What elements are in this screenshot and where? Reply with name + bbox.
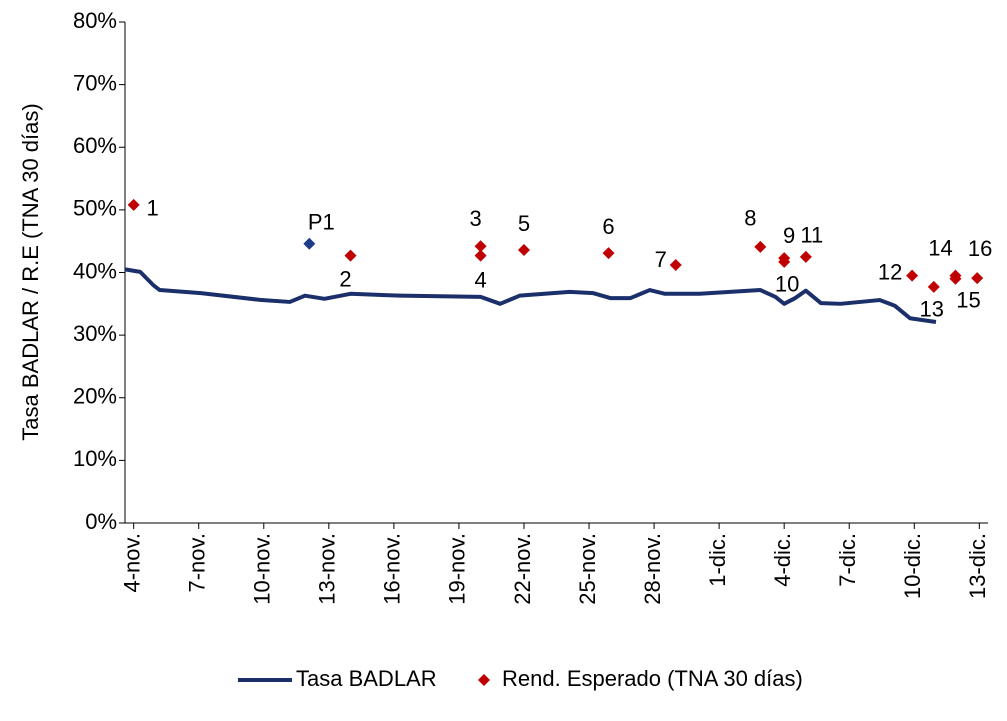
- scatter-point: [669, 258, 682, 271]
- x-tick-label: 19-nov.: [445, 533, 470, 605]
- point-label: P1: [308, 210, 335, 235]
- point-label: 11: [800, 223, 823, 248]
- y-tick-label: 0%: [85, 509, 117, 534]
- scatter-point: [927, 280, 940, 293]
- point-label: 12: [878, 259, 902, 284]
- point-label: 10: [775, 272, 799, 297]
- scatter-point: [517, 243, 530, 256]
- legend-label: Tasa BADLAR: [296, 666, 437, 691]
- scatter-point: [799, 250, 812, 263]
- scatter-point: [303, 237, 316, 250]
- y-tick-label: 80%: [73, 8, 117, 33]
- point-label: 4: [474, 267, 486, 292]
- x-tick-label: 13-nov.: [315, 533, 340, 605]
- x-tick-label: 7-dic.: [835, 533, 860, 587]
- x-tick-label: 25-nov.: [575, 533, 600, 605]
- point-label: 2: [339, 266, 351, 291]
- scatter-point: [971, 272, 984, 285]
- x-tick-label: 4-nov.: [119, 533, 144, 593]
- x-tick-label: 7-nov.: [185, 533, 210, 593]
- legend-marker: [478, 674, 490, 686]
- point-label: 8: [744, 206, 756, 231]
- y-tick-label: 40%: [73, 258, 117, 283]
- scatter-point: [474, 249, 487, 262]
- badlar-line: [124, 267, 937, 324]
- x-tick-label: 16-nov.: [380, 533, 405, 605]
- scatter-point: [344, 249, 357, 262]
- point-label: 9: [783, 223, 795, 248]
- scatter-point: [949, 272, 962, 285]
- x-tick-label: 28-nov.: [640, 533, 665, 605]
- point-label: 7: [655, 247, 667, 272]
- legend-label: Rend. Esperado (TNA 30 días): [502, 666, 803, 691]
- scatter-point: [778, 255, 791, 268]
- point-label: 1: [147, 196, 159, 221]
- y-axis-label: Tasa BADLAR / R.E (TNA 30 días): [18, 103, 43, 440]
- scatter-point: [602, 247, 615, 260]
- x-tick-label: 22-nov.: [510, 533, 535, 605]
- scatter-point: [906, 269, 919, 282]
- scatter-point: [474, 240, 487, 253]
- y-tick-label: 60%: [73, 133, 117, 158]
- point-label: 15: [956, 288, 980, 313]
- x-tick-label: 1-dic.: [705, 533, 730, 587]
- point-label: 16: [968, 236, 992, 261]
- y-tick-label: 70%: [73, 70, 117, 95]
- x-tick-label: 4-dic.: [770, 533, 795, 587]
- y-tick-label: 20%: [73, 384, 117, 409]
- point-label: 6: [602, 214, 614, 239]
- y-tick-label: 50%: [73, 196, 117, 221]
- x-tick-label: 13-dic.: [965, 533, 990, 599]
- x-tick-label: 10-dic.: [900, 533, 925, 599]
- point-label: 13: [920, 297, 944, 322]
- scatter-point: [127, 198, 140, 211]
- point-label: 3: [469, 206, 481, 231]
- point-label: 5: [518, 211, 530, 236]
- x-tick-label: 10-nov.: [250, 533, 275, 605]
- scatter-point: [754, 240, 767, 253]
- y-tick-label: 30%: [73, 321, 117, 346]
- y-tick-label: 10%: [73, 446, 117, 471]
- point-label: 14: [928, 235, 952, 260]
